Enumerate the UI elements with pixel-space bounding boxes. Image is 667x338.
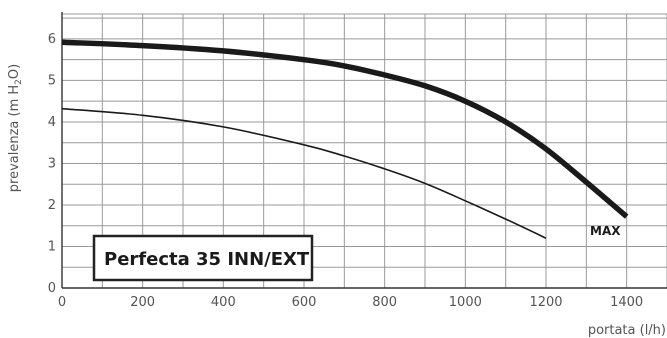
x-tick-label: 0 bbox=[58, 295, 66, 310]
tick-labels: 0 200 400 600 800 1000 1200 1400 0 1 2 3 4 5 6 bbox=[48, 32, 643, 310]
y-axis-label-sub: 2 bbox=[14, 79, 24, 85]
x-tick-label: 400 bbox=[211, 295, 236, 310]
y-tick-label: 2 bbox=[48, 198, 56, 213]
y-tick-label: 5 bbox=[48, 73, 56, 88]
y-tick-label: 0 bbox=[48, 281, 56, 296]
x-tick-label: 1000 bbox=[449, 295, 482, 310]
x-tick-label: 1200 bbox=[529, 295, 562, 310]
series-label-max: MAX bbox=[590, 224, 621, 238]
x-tick-label: 800 bbox=[372, 295, 397, 310]
y-tick-label: 1 bbox=[48, 239, 56, 254]
x-tick-label: 1400 bbox=[610, 295, 643, 310]
x-tick-label: 600 bbox=[292, 295, 317, 310]
series-line-max bbox=[61, 39, 629, 219]
y-tick-label: 3 bbox=[48, 156, 56, 171]
annotation-box bbox=[92, 234, 314, 282]
annotation-box-label: Perfecta 35 INN/EXT bbox=[104, 249, 310, 270]
y-tick-label: 4 bbox=[48, 115, 56, 130]
x-tick-label: 200 bbox=[130, 295, 155, 310]
series-line-2 bbox=[61, 107, 547, 239]
x-axis-label: portata (l/h) bbox=[588, 323, 666, 338]
y-axis-label-tail: O) bbox=[7, 64, 22, 79]
y-tick-label: 6 bbox=[48, 32, 56, 47]
y-axis-label: prevalenza (m H2O) bbox=[7, 64, 24, 192]
y-axis-label-main: prevalenza (m H bbox=[7, 85, 22, 192]
series-lines bbox=[61, 39, 629, 239]
